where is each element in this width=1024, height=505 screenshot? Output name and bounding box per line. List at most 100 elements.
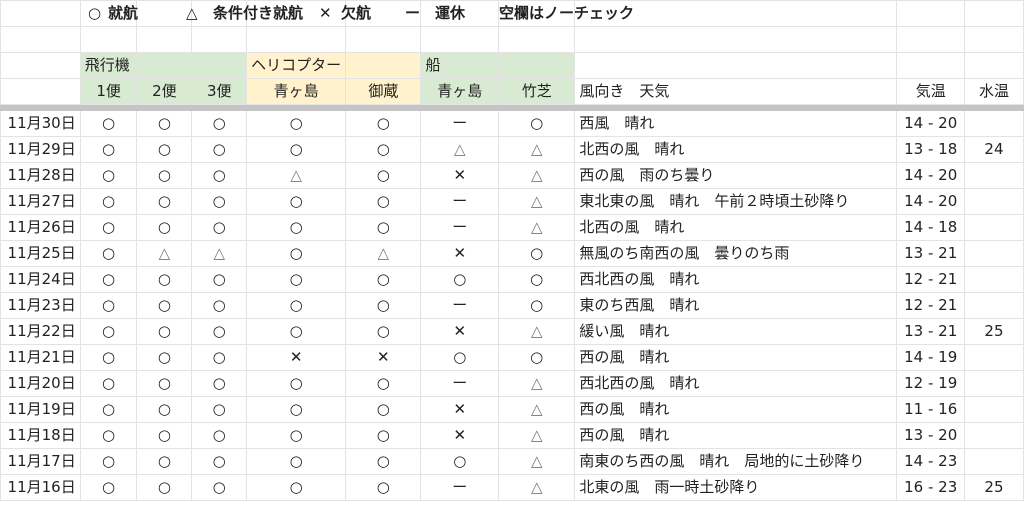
water-temp-cell[interactable] [963,162,1024,189]
status-ship-aogashima[interactable]: ○ [420,344,500,371]
status-flight-1[interactable]: ○ [79,370,138,397]
status-ship-takeshiba[interactable]: △ [498,396,576,423]
status-flight-1[interactable]: ○ [79,240,138,267]
status-ship-takeshiba[interactable]: ○ [498,292,576,319]
air-temp-cell[interactable]: 14 - 23 [896,448,965,475]
status-heli-mikura[interactable]: ○ [345,292,422,319]
status-flight-2[interactable]: ○ [136,448,193,475]
header-ship-aogashima[interactable]: 青ヶ島 [420,78,500,105]
status-ship-takeshiba[interactable]: △ [498,474,576,501]
water-temp-cell[interactable]: 24 [963,136,1024,163]
water-temp-cell[interactable] [963,292,1024,319]
weather-cell[interactable]: 西の風 晴れ [574,344,898,371]
date-cell[interactable]: 11月23日 [0,292,81,319]
status-heli-aogashima[interactable]: ○ [246,136,347,163]
status-flight-3[interactable]: ○ [191,266,248,293]
status-ship-aogashima[interactable]: △ [420,136,500,163]
date-cell[interactable]: 11月17日 [0,448,81,475]
status-flight-3[interactable]: ○ [191,318,248,345]
date-cell[interactable]: 11月26日 [0,214,81,241]
status-heli-mikura[interactable]: ○ [345,214,422,241]
status-heli-mikura[interactable]: ○ [345,162,422,189]
status-flight-3[interactable]: ○ [191,110,248,137]
air-temp-cell[interactable]: 14 - 20 [896,162,965,189]
date-cell[interactable]: 11月20日 [0,370,81,397]
status-flight-3[interactable]: ○ [191,344,248,371]
water-temp-cell[interactable] [963,240,1024,267]
status-flight-1[interactable]: ○ [79,266,138,293]
air-temp-cell[interactable]: 14 - 18 [896,214,965,241]
weather-cell[interactable]: 南東のち西の風 晴れ 局地的に土砂降り [574,448,898,475]
status-ship-aogashima[interactable]: ー [420,188,500,215]
status-flight-2[interactable]: ○ [136,266,193,293]
status-ship-takeshiba[interactable]: △ [498,188,576,215]
category-airplane[interactable]: 飛行機 [79,52,138,79]
status-flight-2[interactable]: ○ [136,318,193,345]
status-flight-3[interactable]: △ [191,240,248,267]
status-flight-2[interactable]: ○ [136,344,193,371]
status-flight-1[interactable]: ○ [79,448,138,475]
status-heli-aogashima[interactable]: ○ [246,396,347,423]
header-water-temp[interactable]: 水温 [963,78,1024,105]
status-heli-aogashima[interactable]: △ [246,162,347,189]
status-heli-mikura[interactable]: ○ [345,188,422,215]
status-flight-3[interactable]: ○ [191,396,248,423]
status-ship-takeshiba[interactable]: △ [498,370,576,397]
date-cell[interactable]: 11月18日 [0,422,81,449]
status-ship-aogashima[interactable]: ○ [420,448,500,475]
water-temp-cell[interactable]: 25 [963,474,1024,501]
status-flight-1[interactable]: ○ [79,396,138,423]
status-heli-aogashima[interactable]: ○ [246,214,347,241]
air-temp-cell[interactable]: 13 - 18 [896,136,965,163]
weather-cell[interactable]: 東北東の風 晴れ 午前２時頃土砂降り [574,188,898,215]
status-heli-mikura[interactable]: ○ [345,448,422,475]
status-flight-3[interactable]: ○ [191,214,248,241]
date-cell[interactable]: 11月19日 [0,396,81,423]
header-flight-2[interactable]: 2便 [136,78,193,105]
weather-cell[interactable]: 北西の風 晴れ [574,214,898,241]
air-temp-cell[interactable]: 13 - 20 [896,422,965,449]
status-flight-1[interactable]: ○ [79,136,138,163]
status-flight-2[interactable]: ○ [136,188,193,215]
status-ship-takeshiba[interactable]: △ [498,214,576,241]
air-temp-cell[interactable]: 12 - 21 [896,266,965,293]
status-heli-mikura[interactable]: ○ [345,136,422,163]
status-heli-aogashima[interactable]: ○ [246,292,347,319]
header-ship-takeshiba[interactable]: 竹芝 [498,78,576,105]
water-temp-cell[interactable] [963,422,1024,449]
status-flight-2[interactable]: ○ [136,474,193,501]
status-ship-takeshiba[interactable]: ○ [498,266,576,293]
air-temp-cell[interactable]: 14 - 19 [896,344,965,371]
status-heli-aogashima[interactable]: ○ [246,318,347,345]
status-ship-aogashima[interactable]: ✕ [420,396,500,423]
status-heli-aogashima[interactable]: ○ [246,448,347,475]
weather-cell[interactable]: 東のち西風 晴れ [574,292,898,319]
status-flight-3[interactable]: ○ [191,136,248,163]
status-flight-2[interactable]: ○ [136,370,193,397]
status-heli-mikura[interactable]: ○ [345,266,422,293]
water-temp-cell[interactable] [963,370,1024,397]
status-ship-takeshiba[interactable]: ○ [498,110,576,137]
status-flight-2[interactable]: ○ [136,214,193,241]
status-ship-aogashima[interactable]: ー [420,214,500,241]
weather-cell[interactable]: 北西の風 晴れ [574,136,898,163]
status-ship-takeshiba[interactable]: ○ [498,240,576,267]
header-air-temp[interactable]: 気温 [896,78,965,105]
status-heli-mikura[interactable]: ○ [345,422,422,449]
status-heli-aogashima[interactable]: ✕ [246,344,347,371]
status-heli-aogashima[interactable]: ○ [246,188,347,215]
weather-cell[interactable]: 北東の風 雨一時土砂降り [574,474,898,501]
status-ship-aogashima[interactable]: ー [420,474,500,501]
status-flight-3[interactable]: ○ [191,162,248,189]
air-temp-cell[interactable]: 13 - 21 [896,240,965,267]
status-heli-mikura[interactable]: ○ [345,370,422,397]
weather-cell[interactable]: 西の風 晴れ [574,396,898,423]
header-weather[interactable]: 風向き 天気 [574,78,898,105]
date-cell[interactable]: 11月21日 [0,344,81,371]
status-ship-takeshiba[interactable]: △ [498,162,576,189]
date-cell[interactable]: 11月24日 [0,266,81,293]
weather-cell[interactable]: 西北西の風 晴れ [574,266,898,293]
status-ship-takeshiba[interactable]: △ [498,136,576,163]
status-heli-mikura[interactable]: ○ [345,318,422,345]
header-flight-1[interactable]: 1便 [79,78,138,105]
